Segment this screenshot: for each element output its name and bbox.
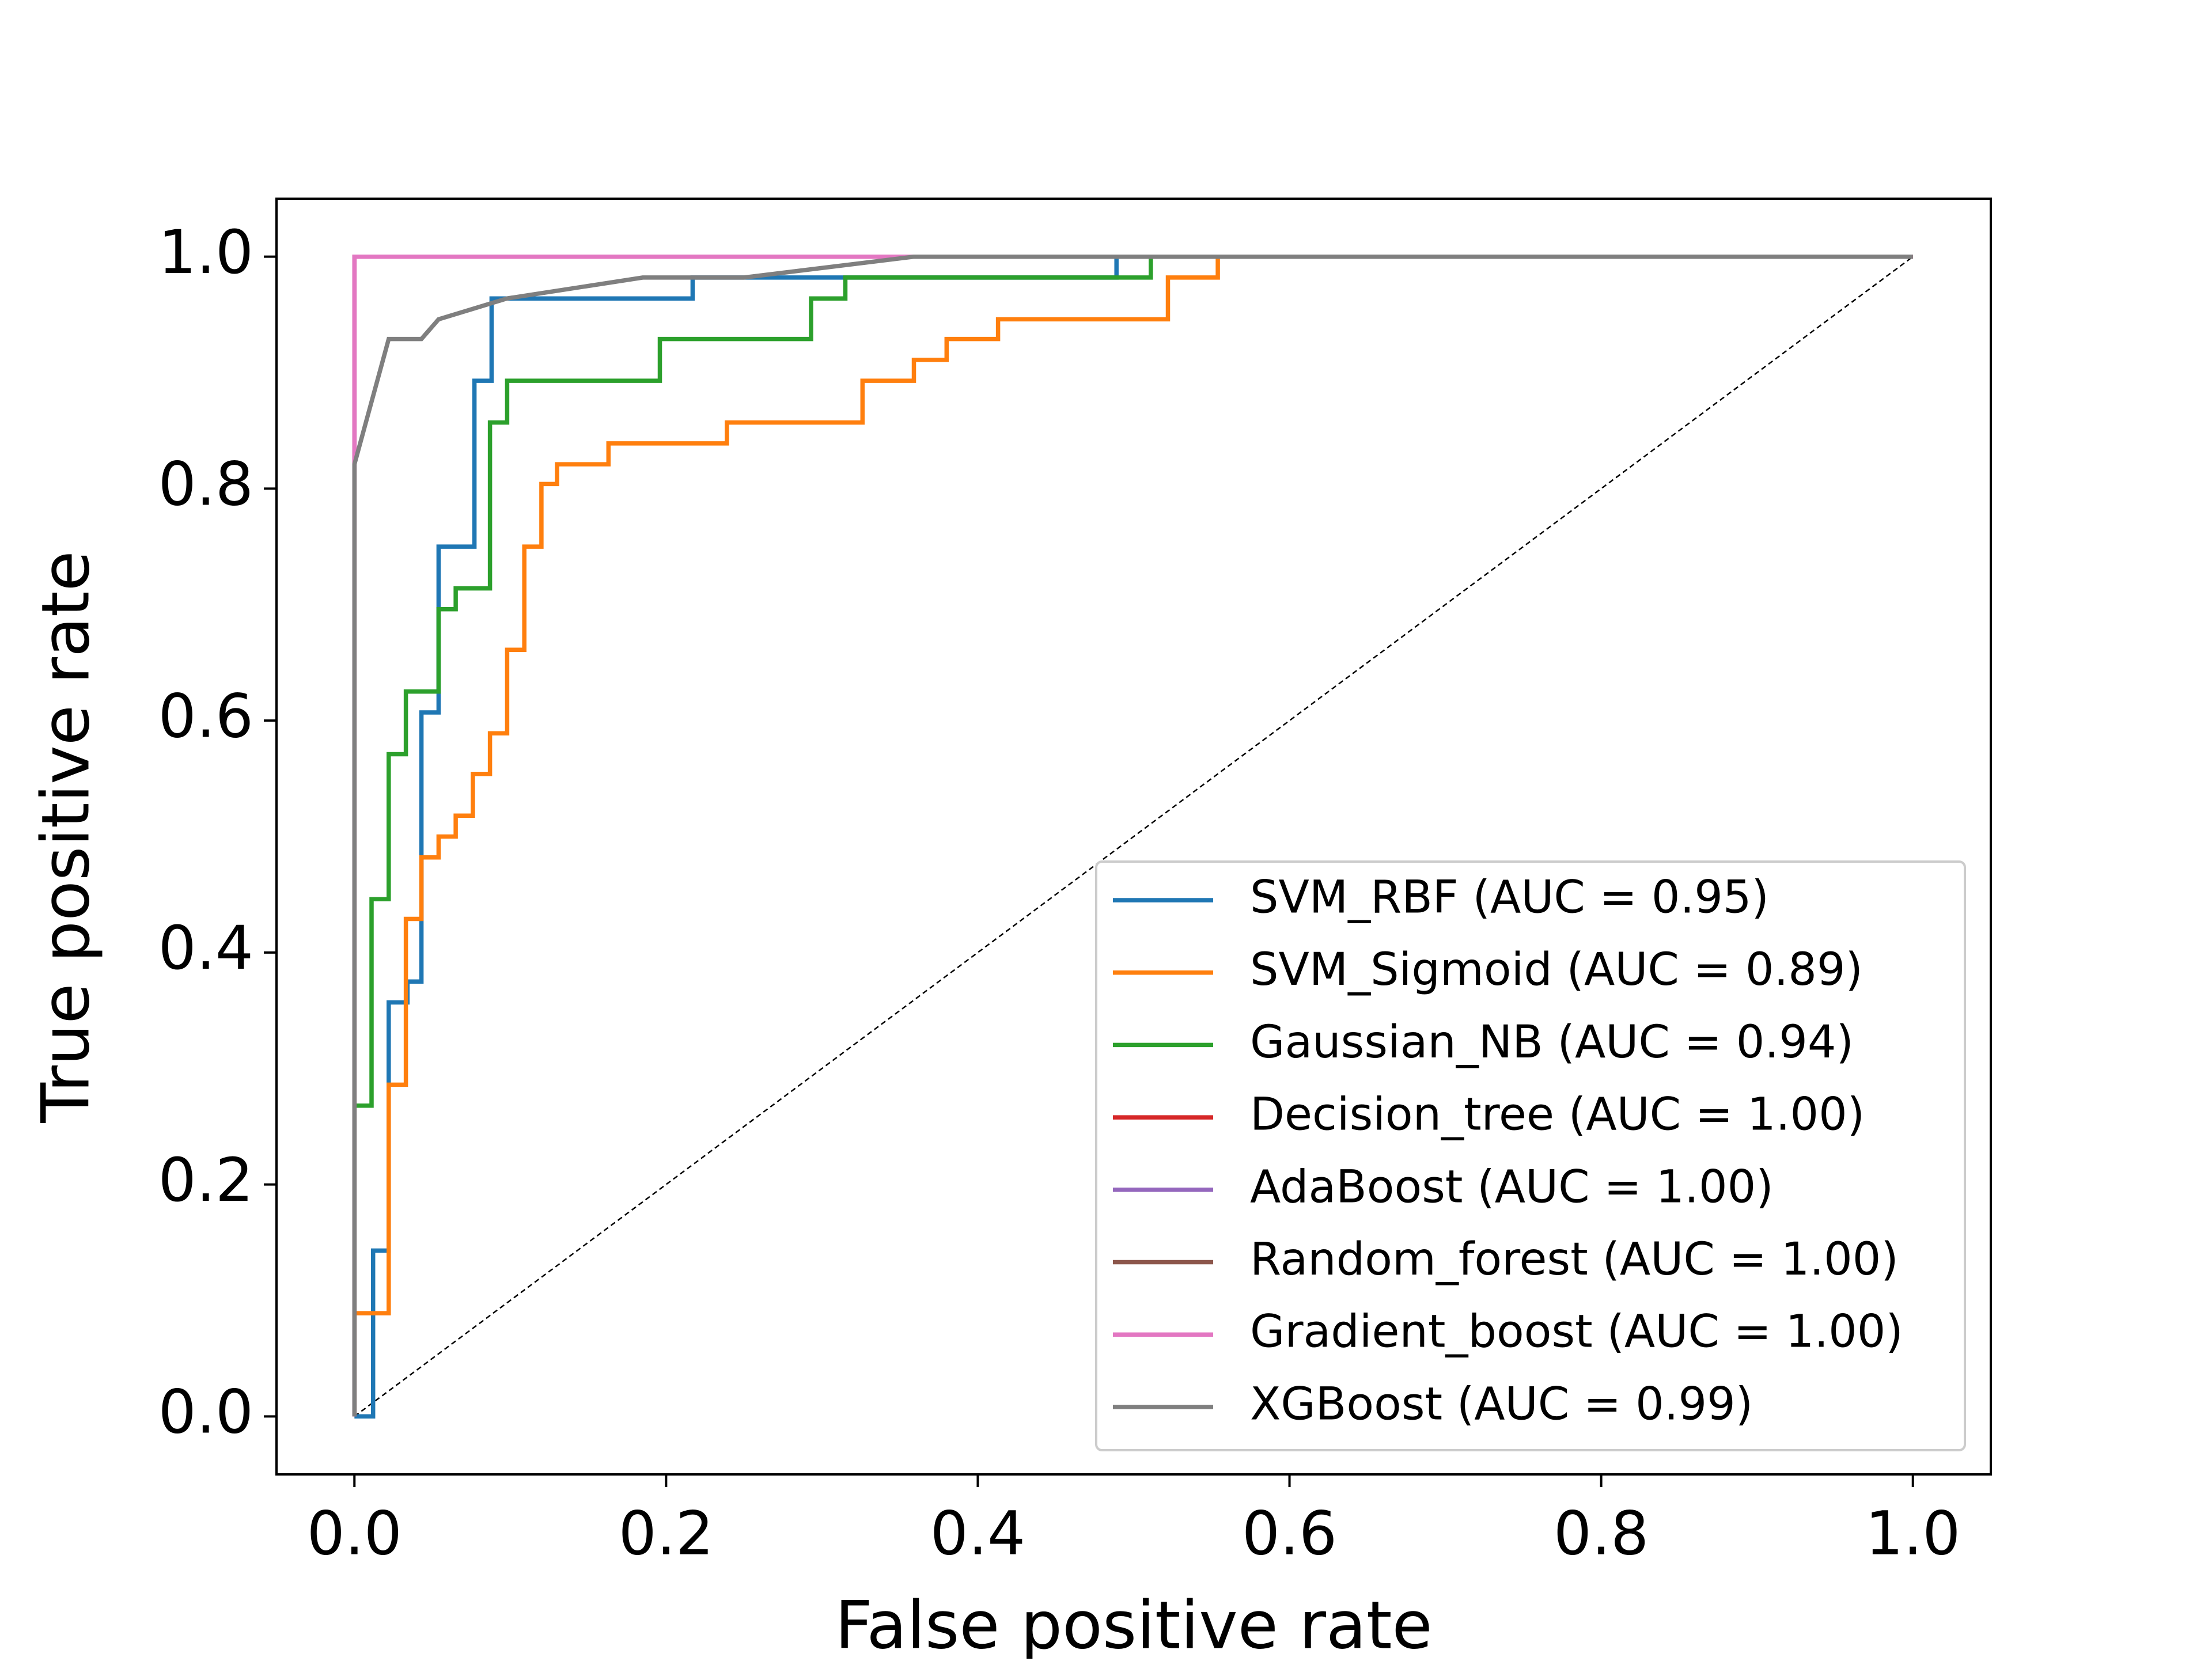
x-tick-label: 0.6 [1242,1498,1337,1568]
x-tick-label: 0.4 [930,1498,1025,1568]
x-tick-label: 1.0 [1865,1498,1960,1568]
y-tick-label: 0.4 [158,913,253,983]
legend-label: Gaussian_NB (AUC = 0.94) [1250,1017,1854,1068]
y-tick-label: 0.8 [158,449,253,519]
roc-line [352,254,1913,1417]
roc-line [352,254,1913,1417]
x-tick-label: 0.8 [1554,1498,1649,1568]
x-tick-label: 0.0 [307,1498,402,1568]
plot-frame [275,198,1992,1476]
y-tick-label: 0.6 [158,681,253,751]
x-tick-label: 0.2 [619,1498,714,1568]
legend-box [1095,860,1966,1451]
legend-label: AdaBoost (AUC = 1.00) [1250,1161,1774,1213]
y-tick-label: 0.2 [158,1145,253,1215]
y-tick-label: 1.0 [158,217,253,287]
legend-label: Random_forest (AUC = 1.00) [1250,1234,1899,1285]
y-tick-label: 0.0 [158,1377,253,1447]
legend-label: SVM_RBF (AUC = 0.95) [1250,871,1769,923]
legend-label: Gradient_boost (AUC = 1.00) [1250,1306,1903,1358]
legend-label: Decision_tree (AUC = 1.00) [1250,1089,1865,1141]
y-axis-label: True positive rate [27,551,104,1123]
legend-label: SVM_Sigmoid (AUC = 0.89) [1250,944,1863,996]
reference-line [354,256,1914,1417]
roc-line [352,254,1913,1417]
legend-label: XGBoost (AUC = 0.99) [1250,1378,1753,1430]
x-axis-label: False positive rate [835,1587,1432,1659]
